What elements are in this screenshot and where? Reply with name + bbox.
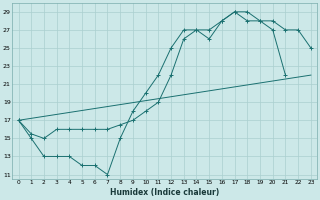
X-axis label: Humidex (Indice chaleur): Humidex (Indice chaleur) bbox=[110, 188, 219, 197]
